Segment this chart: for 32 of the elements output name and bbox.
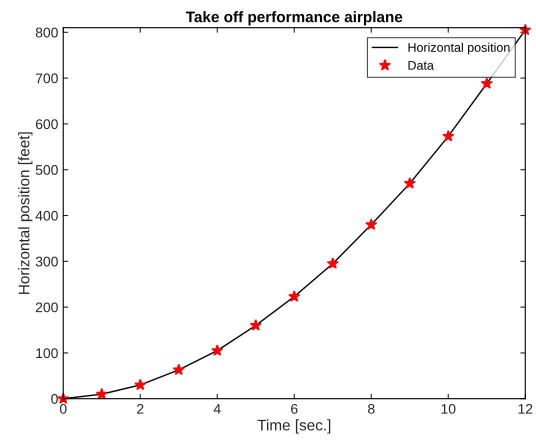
legend-label: Horizontal position xyxy=(408,42,510,54)
x-tick-label: 12 xyxy=(518,404,532,414)
y-tick-label: 800 xyxy=(36,28,58,38)
point xyxy=(288,290,300,302)
point xyxy=(442,130,454,142)
x-axis-title: Time [sec.] xyxy=(258,419,330,434)
x-tick-label: 4 xyxy=(214,404,221,414)
y-tick-label: 100 xyxy=(36,348,58,358)
point xyxy=(96,388,108,400)
y-tick-label: 700 xyxy=(36,73,58,84)
x-tick-label: 2 xyxy=(137,404,144,414)
y-tick-label: 400 xyxy=(36,210,58,221)
x-tick-label: 0 xyxy=(60,404,67,414)
x-tick-label: 8 xyxy=(368,404,375,414)
point xyxy=(404,177,416,189)
x-tick-label: 6 xyxy=(291,404,298,414)
point xyxy=(250,319,262,331)
y-tick-label: 600 xyxy=(36,119,58,130)
point xyxy=(134,378,146,390)
y-tick-label: 500 xyxy=(36,165,58,175)
point xyxy=(326,257,339,269)
y-tick-label: 200 xyxy=(36,302,58,312)
point xyxy=(211,344,224,356)
y-tick-label: 300 xyxy=(36,256,58,266)
point xyxy=(365,218,378,230)
chart-title: Take off performance airplane xyxy=(186,11,402,26)
y-axis-title: Horizontal position [feet] xyxy=(18,132,32,294)
point xyxy=(172,364,185,376)
legend-label: Data xyxy=(408,61,434,70)
x-tick-label: 10 xyxy=(442,404,456,414)
y-tick-label: 0 xyxy=(51,394,58,404)
point xyxy=(480,77,493,89)
